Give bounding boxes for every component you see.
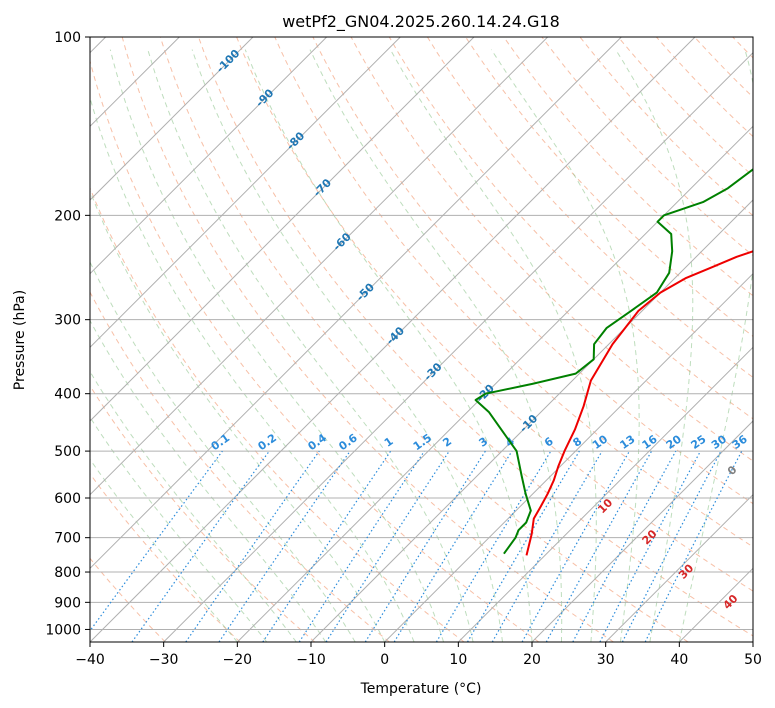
mixing-ratio-line: [491, 450, 603, 642]
x-tick-label: 20: [523, 652, 541, 668]
isotherm-line: [310, 199, 753, 642]
y-tick-label: 900: [54, 595, 81, 611]
x-tick-label: −30: [149, 652, 179, 668]
y-tick-label: 200: [54, 208, 81, 224]
grid-layer: [90, 37, 775, 642]
moist-adiabat-line: [309, 49, 563, 642]
dry-adiabat-line: [90, 59, 540, 642]
moist-adiabat-line: [678, 49, 753, 642]
x-axis: −40 −30 −20 −10 0 10 20 30 40 50: [75, 642, 762, 668]
isotherm-line: [90, 37, 475, 422]
x-tick-label: 0: [380, 652, 389, 668]
moist-adiabat-line: [90, 370, 297, 642]
y-tick-label: 600: [54, 491, 81, 507]
dry-adiabat-line: [236, 37, 753, 592]
isotherm-line: [163, 51, 753, 642]
chart-title: wetPf2_GN04.2025.260.14.24.G18: [282, 12, 560, 32]
x-tick-label: −20: [223, 652, 253, 668]
moist-adiabat-line: [90, 260, 356, 642]
y-axis-title: Pressure (hPa): [12, 290, 28, 390]
dry-adiabat-line: [350, 37, 753, 462]
mixing-ratio-line: [435, 450, 552, 642]
isotherm-line: [90, 37, 696, 642]
dry-adiabat-line: [198, 37, 753, 637]
mixing-ratio-line: [521, 450, 631, 642]
moist-adiabat-line: [244, 49, 533, 642]
dry-adiabat-line: [90, 472, 241, 642]
isotherm-line: [531, 420, 753, 642]
y-tick-label: 400: [54, 387, 81, 403]
moist-adiabat-line: [615, 49, 694, 642]
x-tick-label: 50: [744, 652, 762, 668]
mixing-ratio-line: [364, 450, 486, 642]
mixing-ratio-line: [90, 450, 223, 632]
mixing-ratio-line: [466, 450, 580, 642]
isotherm-line: [384, 272, 753, 642]
isotherm-line: [90, 37, 622, 570]
plot-frame: [89, 36, 754, 643]
x-tick-label: 40: [670, 652, 688, 668]
y-tick-label: 300: [54, 313, 81, 329]
dry-adiabat-line: [771, 37, 775, 642]
isotherm-line: [90, 37, 401, 349]
dry-adiabat-line: [121, 37, 614, 642]
isotherm-line: [90, 37, 549, 496]
moist-adiabat-line: [389, 49, 597, 642]
dry-adiabat-line: [159, 37, 689, 642]
moist-adiabat-line: [490, 49, 640, 642]
y-axis: 1000 900 800 700 600 500 400 300 200 100: [45, 30, 90, 638]
x-tick-label: 30: [597, 652, 615, 668]
dry-adiabat-line: [90, 291, 390, 642]
y-tick-label: 100: [54, 30, 81, 46]
isotherm-line: [457, 346, 753, 642]
y-tick-label: 500: [54, 444, 81, 460]
x-tick-label: −10: [296, 652, 326, 668]
moist-adiabat-line: [191, 49, 503, 642]
isotherm-line: [752, 641, 753, 642]
moist-adiabat-line: [90, 96, 415, 642]
mixing-ratio-line: [325, 450, 450, 642]
mixing-ratio-line: [545, 450, 653, 642]
mixing-ratio-line: [131, 450, 270, 642]
mixing-ratio-line: [572, 450, 677, 642]
temperature-profile-line: [525, 250, 753, 556]
mixing-ratio-line: [185, 450, 320, 642]
x-axis-title: Temperature (°C): [360, 681, 482, 697]
y-tick-label: 1000: [45, 622, 81, 638]
x-tick-label: 10: [449, 652, 467, 668]
isotherm-line: [90, 37, 328, 275]
isotherm-line: [90, 37, 254, 201]
dry-adiabat-line: [90, 384, 316, 642]
moist-adiabat-line: [90, 416, 268, 642]
isotherm-line: [236, 125, 753, 642]
moist-adiabat-line: [109, 49, 445, 642]
y-tick-label: 800: [54, 565, 81, 581]
dry-adiabat-line: [312, 37, 753, 505]
dry-adiabat-line: [90, 186, 465, 642]
y-tick-label: 700: [54, 531, 81, 547]
moist-adiabat-line: [90, 458, 238, 642]
plot-background: [90, 37, 753, 642]
isotherm-line: [605, 493, 753, 642]
mixing-ratio-line: [218, 450, 351, 642]
mixing-ratio-line: [393, 450, 513, 642]
moist-adiabat-line: [90, 189, 386, 642]
x-tick-label: −40: [75, 652, 105, 668]
